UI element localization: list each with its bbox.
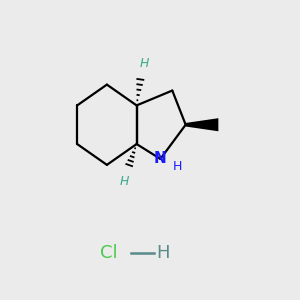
Polygon shape [186, 118, 218, 131]
Text: H: H [140, 57, 149, 70]
Text: H: H [119, 175, 129, 188]
Text: N: N [154, 152, 167, 166]
Text: H: H [157, 244, 170, 262]
Text: Cl: Cl [100, 244, 117, 262]
Text: H: H [173, 160, 182, 173]
